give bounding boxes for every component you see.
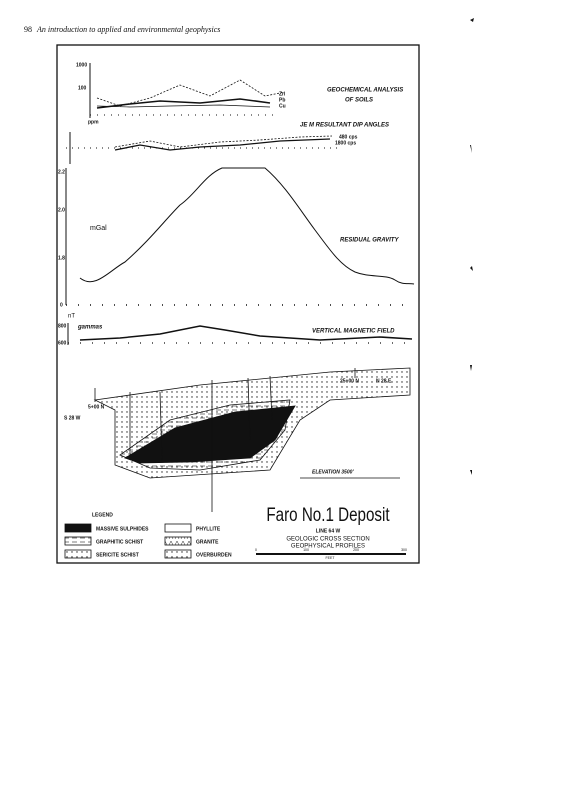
panel-label: RESIDUAL GRAVITY [340,238,399,244]
scale-bar [256,553,406,555]
tick-label: 2.2 [58,169,65,175]
legend-item: PHYLLITE [196,526,221,532]
gravity-panel [65,167,415,306]
frequency-label: 480 cps [339,134,358,140]
cross-section [93,367,411,512]
page-number: 98 [24,25,32,34]
scale-tick: 200 [353,548,359,552]
scale-tick: 100 [303,548,309,552]
figure-frame [56,44,420,564]
legend-title: LEGEND [92,512,113,518]
station-label: 25+00 N [340,378,359,384]
tick-label: 1.8 [58,255,65,261]
tick-label: 0 [60,302,63,308]
figure-subtitle: LINE 64 W [316,528,341,534]
geochem-panel [89,63,286,118]
bearing-label: S 28 W [64,415,81,421]
panel-label: JE M RESULTANT DIP ANGLES [300,123,389,129]
tick-label: 600 [58,340,67,346]
scale-unit: FEET [326,556,336,560]
elevation-label: ELEVATION 3500' [312,469,354,475]
figure-subtitle: GEOLOGIC CROSS SECTION [286,537,369,543]
magnetic-panel [67,323,413,345]
figure-subtitle: GEOPHYSICAL PROFILES [291,544,365,550]
panel-label: OF SOILS [345,98,373,104]
tick-label: 2.0 [58,207,65,213]
running-title: An introduction to applied and environme… [36,25,220,34]
unit-label: nT [68,314,75,320]
legend-item: GRANITE [196,539,219,545]
unit-label: mGal [90,225,107,232]
unit-label: gammas [77,325,103,331]
legend-item: MASSIVE SULPHIDES [96,526,149,532]
tick-label: 1000 [76,62,87,68]
tick-label: 800 [58,323,67,329]
legend-item: SERICITE SCHIST [96,552,139,558]
panel-label: VERTICAL MAGNETIC FIELD [312,329,395,335]
scale-tick: 300 [401,548,407,552]
panel-label: GEOCHEMICAL ANALYSIS [327,88,403,94]
tick-label: 100 [78,85,87,91]
margin-marks [470,18,474,475]
frequency-label: 1800 cps [335,140,356,146]
element-label: Zn [279,91,285,97]
em-panel [66,132,340,164]
figure-title: Faro No.1 Deposit [266,503,389,525]
bearing-label: N 28 E [376,378,392,384]
legend-swatches [64,523,192,559]
station-label: 5+00 N [88,404,105,410]
unit-label: ppm [88,119,99,125]
legend-item: GRAPHITIC SCHIST [96,539,143,545]
element-label: Pb [279,97,285,103]
element-label: Cu [279,103,286,109]
scale-tick: 0 [255,548,257,552]
legend-item: OVERBURDEN [196,552,232,558]
